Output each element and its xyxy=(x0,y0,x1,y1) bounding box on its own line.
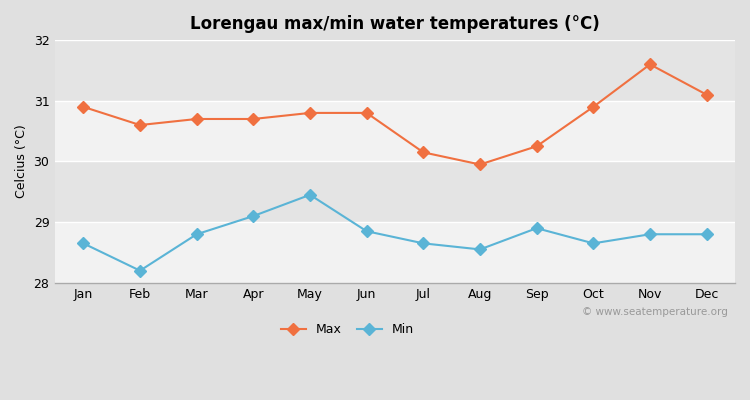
Bar xyxy=(55,162,735,222)
Min xyxy=(702,232,711,237)
Line: Max: Max xyxy=(80,60,711,169)
Min xyxy=(136,268,145,273)
Line: Min: Min xyxy=(80,191,711,275)
Min xyxy=(305,192,314,197)
Text: © www.seatemperature.org: © www.seatemperature.org xyxy=(582,307,728,317)
Max xyxy=(79,104,88,109)
Max xyxy=(362,110,371,115)
Min xyxy=(589,241,598,246)
Max xyxy=(192,116,201,121)
Bar xyxy=(55,101,735,162)
Max xyxy=(136,123,145,128)
Min xyxy=(192,232,201,237)
Min xyxy=(362,229,371,234)
Max xyxy=(419,150,428,155)
Max xyxy=(646,62,655,67)
Max xyxy=(476,162,484,167)
Max xyxy=(702,92,711,97)
Min xyxy=(646,232,655,237)
Max xyxy=(589,104,598,109)
Title: Lorengau max/min water temperatures (°C): Lorengau max/min water temperatures (°C) xyxy=(190,15,600,33)
Max xyxy=(305,110,314,115)
Min xyxy=(532,226,542,230)
Min xyxy=(419,241,428,246)
Min xyxy=(79,241,88,246)
Max xyxy=(532,144,542,149)
Legend: Max, Min: Max, Min xyxy=(276,318,419,341)
Min xyxy=(476,247,484,252)
Min xyxy=(249,214,258,218)
Bar xyxy=(55,222,735,283)
Max xyxy=(249,116,258,121)
Bar xyxy=(55,40,735,101)
Y-axis label: Celcius (°C): Celcius (°C) xyxy=(15,124,28,198)
